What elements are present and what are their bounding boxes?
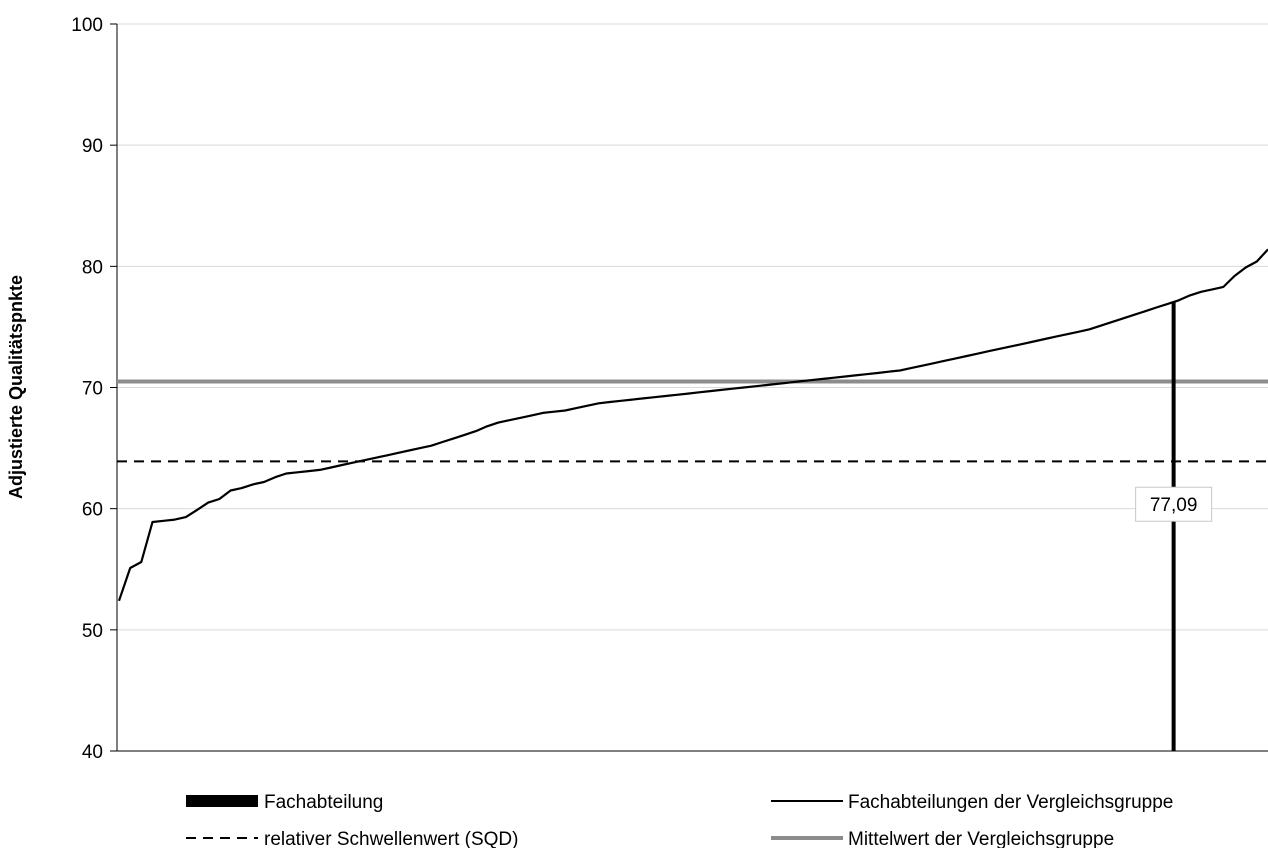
y-tick-label-80: 80	[82, 257, 103, 278]
y-tick-label-90: 90	[82, 136, 103, 157]
legend-label-mean: Mittelwert der Vergleichsgruppe	[848, 829, 1114, 848]
y-tick-label-40: 40	[82, 742, 103, 763]
y-tick-label-70: 70	[82, 379, 103, 400]
legend-label-comparison-curve: Fachabteilungen der Vergleichsgruppe	[848, 792, 1173, 813]
fachabteilung-data-label-box	[1135, 486, 1213, 522]
y-tick-labels: 40 50 60 70 80 90 100	[71, 15, 103, 763]
series: 77,09	[117, 248, 1268, 751]
axes	[110, 23, 1268, 752]
fachabteilung-data-label: 77,09	[1150, 495, 1198, 516]
legend-swatch-fachabteilung	[186, 795, 258, 807]
legend: Fachabteilung relativer Schwellenwert (S…	[186, 792, 1173, 848]
comparison-curve	[117, 248, 1268, 602]
legend-label-threshold: relativer Schwellenwert (SQD)	[264, 829, 518, 848]
y-tick-label-50: 50	[82, 621, 103, 642]
y-axis-title: Adjustierte Qualitätspnkte	[6, 275, 26, 499]
gridlines	[117, 23, 1268, 631]
y-tick-label-100: 100	[71, 15, 103, 36]
y-tick-label-60: 60	[82, 500, 103, 521]
legend-label-fachabteilung: Fachabteilung	[264, 792, 383, 813]
